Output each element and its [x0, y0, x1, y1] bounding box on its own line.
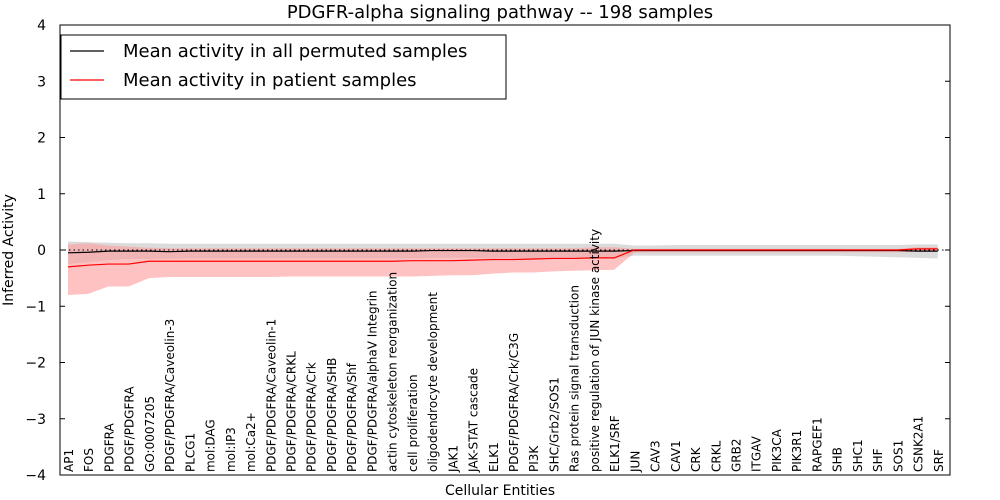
y-tick-label: 0 [37, 243, 46, 259]
x-tick-label: PI3K [527, 445, 541, 472]
y-tick-label: 4 [37, 18, 46, 34]
x-tick-label: mol:DAG [204, 419, 218, 472]
x-tick-label: SHC1 [851, 439, 865, 472]
x-tick-label: ELK1/SRF [608, 415, 622, 472]
legend-label-permuted: Mean activity in all permuted samples [123, 41, 467, 62]
x-tick-label: PLCG1 [183, 433, 197, 472]
x-tick-label: Ras protein signal transduction [568, 285, 582, 472]
x-tick-label: SHC/Grb2/SOS1 [547, 377, 561, 472]
y-tick-label: −4 [25, 468, 46, 484]
x-tick-label: mol:Ca2+ [244, 412, 258, 472]
x-tick-label: PDGF/PDGFRA/Crk/C3G [507, 333, 521, 472]
x-tick-label: oligodendrocyte development [426, 292, 440, 472]
x-tick-label: mol:IP3 [224, 427, 238, 472]
x-tick-label: JUN [628, 451, 642, 473]
x-tick-label: RAPGEF1 [810, 417, 824, 472]
x-tick-label: PIK3R1 [790, 430, 804, 472]
y-axis: 4 3 2 1 0 −1 −2 −3 −4 [25, 18, 950, 484]
legend-box [60, 34, 507, 100]
x-tick-label: PDGF/PDGFRA/CRKL [285, 351, 299, 472]
y-tick-label: 2 [37, 131, 46, 147]
x-tick-label: CRK [689, 446, 703, 472]
legend: Mean activity in all permuted samples Me… [60, 34, 507, 100]
x-tick-label: PDGF/PDGFRA/alphaV Integrin [365, 290, 379, 472]
y-tick-label: −3 [25, 412, 46, 428]
x-tick-label: CRKL [709, 440, 723, 472]
x-tick-label: PDGF/PDGFRA/Caveolin-1 [264, 319, 278, 472]
x-tick-label: CSNK2A1 [912, 416, 926, 472]
x-tick-label: PDGFRA [102, 422, 116, 472]
series-lines [60, 248, 950, 268]
x-tick-label: PDGF/PDGFRA/Shf [345, 362, 359, 472]
x-tick-label: positive regulation of JUN kinase activi… [588, 229, 602, 472]
x-tick-label: SRF [932, 449, 946, 472]
x-tick-label: cell proliferation [406, 374, 420, 472]
y-tick-label: 3 [37, 74, 46, 90]
confidence-bands [68, 241, 938, 295]
x-tick-label: SHF [871, 448, 885, 472]
x-tick-label: PDGF/PDGFRA/SHB [325, 358, 339, 472]
y-tick-label: −2 [25, 356, 46, 372]
x-tick-label: SOS1 [891, 440, 905, 472]
band-patient [68, 243, 938, 295]
x-tick-label: actin cytoskeleton reorganization [386, 272, 400, 472]
x-tick-label: PDGF/PDGFRA/Crk [305, 362, 319, 472]
x-tick-label: FOS [82, 448, 96, 472]
x-tick-label: CAV3 [649, 440, 663, 472]
x-tick-labels: AP1 FOS PDGFRA PDGF/PDGFRA GO:0007205 PDGF/PD… [62, 229, 946, 473]
x-tick-label: CAV1 [669, 440, 683, 472]
x-tick-label: PIK3CA [770, 428, 784, 472]
y-tick-label: 1 [37, 187, 46, 203]
x-tick-label: JAK1 [446, 445, 460, 473]
x-tick-label: GRB2 [730, 438, 744, 472]
x-tick-label: AP1 [62, 449, 76, 472]
y-tick-label: −1 [25, 299, 46, 315]
plot-frame [59, 24, 951, 476]
x-axis-label: Cellular Entities [445, 483, 555, 499]
x-tick-label: PDGF/PDGFRA [123, 386, 137, 472]
x-tick-label: GO:0007205 [143, 396, 157, 472]
legend-label-patient: Mean activity in patient samples [123, 70, 417, 91]
x-tick-label: SHB [831, 447, 845, 472]
x-tick-label: PDGF/PDGFRA/Caveolin-3 [163, 319, 177, 472]
x-tick-label: ITGAV [750, 435, 764, 472]
x-tick-label: JAK-STAT cascade [467, 368, 481, 473]
series-line-patient [67, 248, 938, 268]
y-axis-label: Inferred Activity [1, 194, 17, 306]
x-tick-label: ELK1 [487, 442, 501, 472]
chart-title: PDGFR-alpha signaling pathway -- 198 sam… [287, 2, 713, 23]
